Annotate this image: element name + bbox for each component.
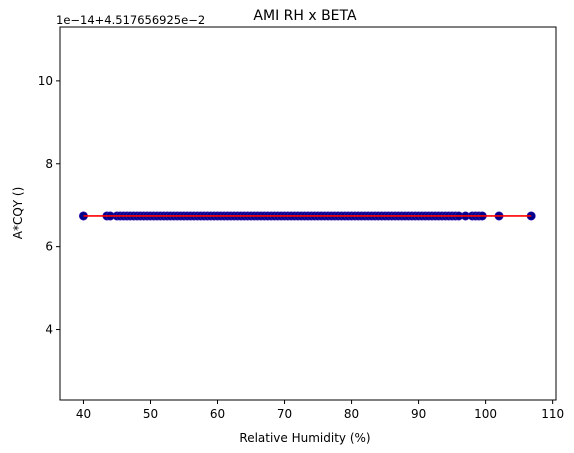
- y-tick-label: 8: [45, 157, 53, 171]
- y-tick-label: 4: [45, 323, 53, 337]
- x-tick-label: 40: [76, 407, 91, 421]
- y-tick-label: 10: [38, 74, 53, 88]
- chart-title: AMI RH x BETA: [253, 8, 357, 24]
- y-axis-label: A*CQY (): [11, 187, 25, 240]
- x-axis-label: Relative Humidity (%): [239, 431, 370, 445]
- x-tick-label: 50: [143, 407, 158, 421]
- axes-frame: [59, 26, 557, 401]
- plot-area: [78, 211, 536, 221]
- y-axis: 4 6 8 10: [38, 74, 60, 337]
- x-tick-label: 70: [277, 407, 292, 421]
- y-offset-text: 1e−14+4.517656925e−2: [56, 13, 205, 27]
- x-tick-label: 100: [474, 407, 497, 421]
- x-axis: 40 50 60 70 80 90 100 110: [76, 400, 564, 421]
- x-tick-label: 80: [344, 407, 359, 421]
- x-tick-label: 60: [210, 407, 225, 421]
- y-tick-label: 6: [45, 240, 53, 254]
- x-tick-label: 90: [411, 407, 426, 421]
- x-tick-label: 110: [541, 407, 564, 421]
